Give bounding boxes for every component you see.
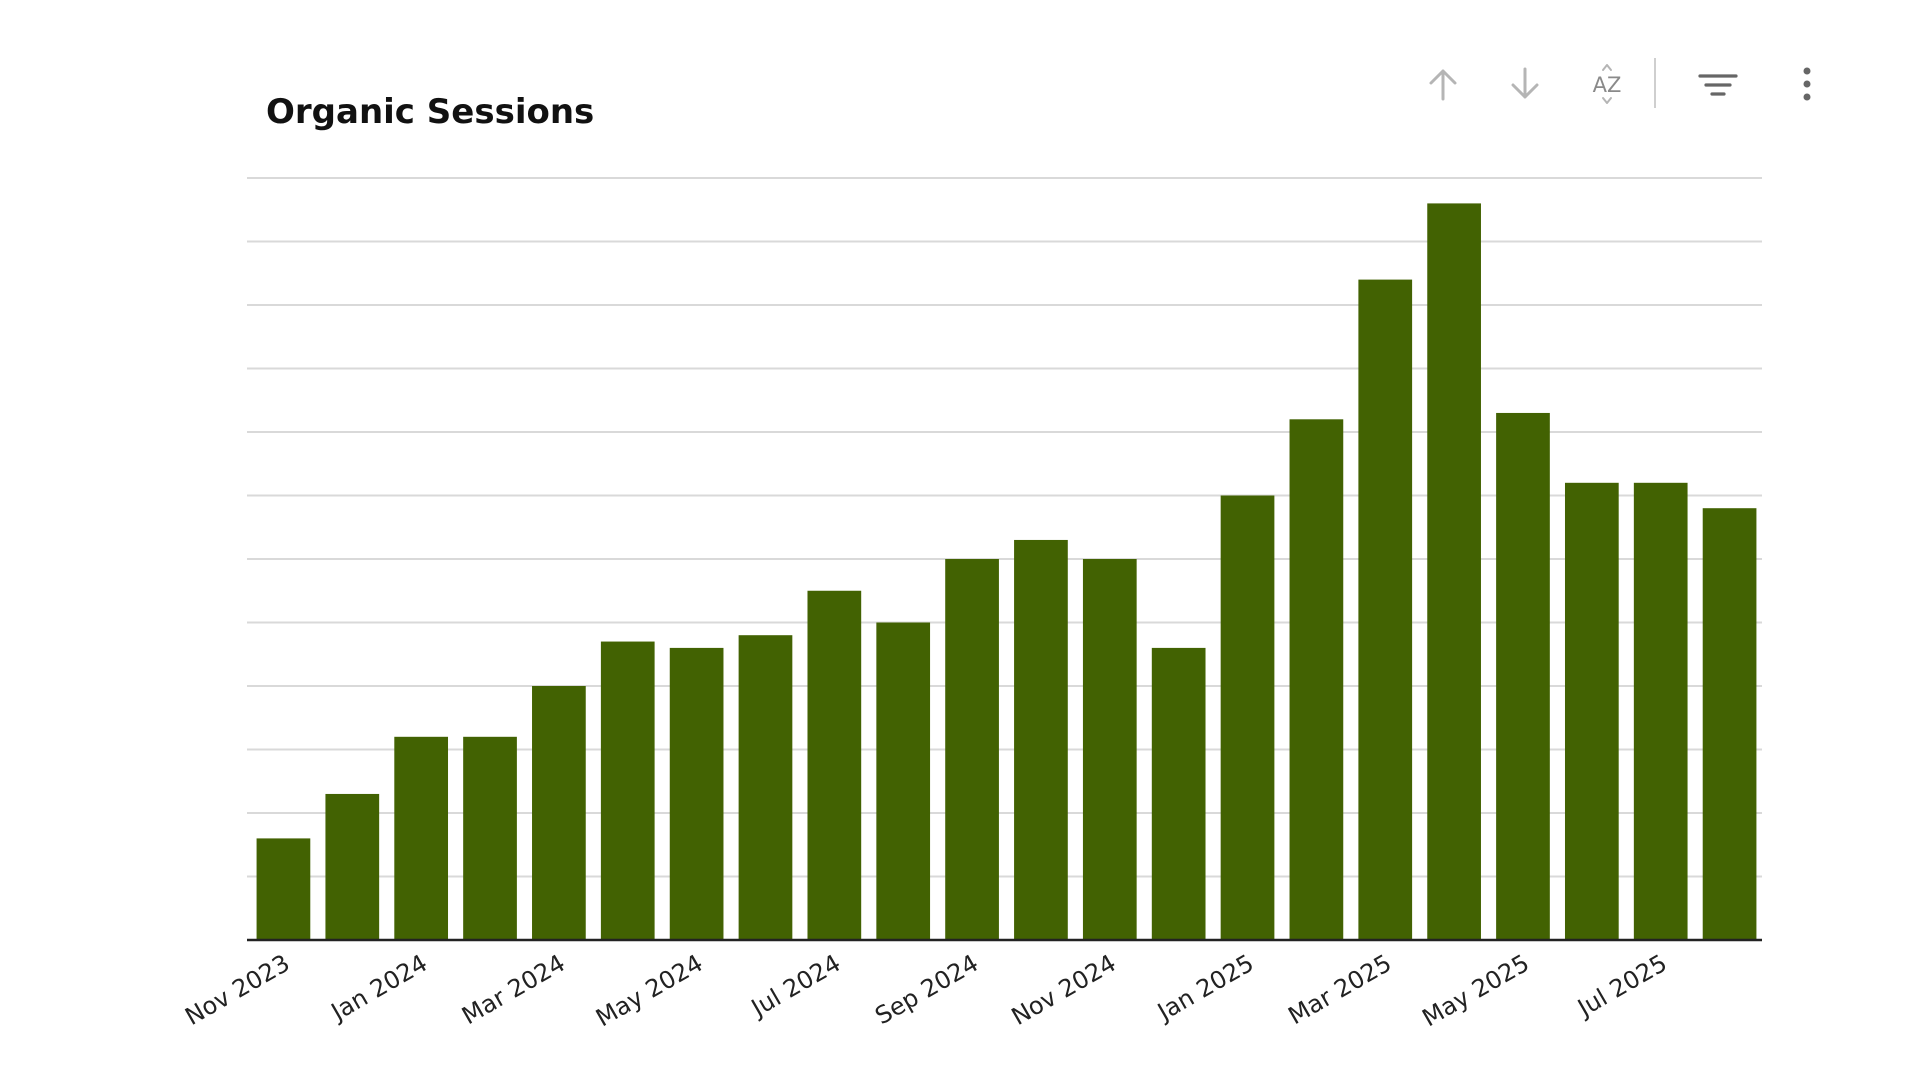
more-options-button[interactable]	[1779, 52, 1835, 116]
chart-title: Organic Sessions	[266, 92, 595, 132]
x-tick-label: Sep 2024	[870, 949, 983, 1030]
bar-dec-2024[interactable]	[1151, 647, 1206, 940]
bar-apr-2025[interactable]	[1427, 203, 1481, 940]
bar-aug-2024[interactable]	[876, 622, 931, 941]
x-tick-label: Jul 2024	[745, 949, 845, 1023]
bar-sep-2024[interactable]	[945, 559, 999, 940]
sort-a-z-icon: AZ	[1593, 64, 1622, 104]
x-tick-label: Nov 2023	[180, 949, 294, 1031]
sort-a-z-label: AZ	[1593, 73, 1622, 97]
bar-mar-2025[interactable]	[1358, 279, 1413, 941]
x-tick-label: Jan 2024	[325, 949, 432, 1027]
arrow-down-icon	[1511, 67, 1539, 99]
x-tick-label: Mar 2024	[457, 949, 570, 1030]
sort-ascending-button[interactable]	[1415, 52, 1471, 116]
arrow-up-icon	[1429, 69, 1457, 101]
toolbar-divider	[1654, 58, 1656, 108]
x-tick-label: May 2025	[1418, 949, 1534, 1032]
bar-nov-2024[interactable]	[1082, 559, 1137, 940]
bar-nov-2023[interactable]	[256, 838, 311, 940]
bar-apr-2024[interactable]	[600, 641, 655, 940]
x-axis: Nov 2023 Jan 2024 Mar 2024 May 2024 Jul 2024…	[180, 938, 1762, 1032]
more-vert-icon	[1803, 67, 1811, 101]
bar-feb-2025[interactable]	[1289, 419, 1344, 940]
bar-jan-2025[interactable]	[1220, 495, 1275, 941]
bar-jun-2024[interactable]	[738, 635, 793, 940]
bar-dec-2023[interactable]	[325, 793, 380, 940]
bar-jan-2024[interactable]	[394, 736, 449, 940]
bar-oct-2024[interactable]	[1014, 539, 1068, 940]
x-tick-label: Nov 2024	[1007, 949, 1121, 1031]
filter-icon	[1698, 74, 1738, 96]
x-tick-label: Jan 2025	[1151, 949, 1258, 1027]
filter-button[interactable]	[1690, 52, 1746, 116]
bar-mar-2024[interactable]	[532, 686, 586, 940]
chart-toolbar: AZ	[1395, 52, 1835, 116]
bar-may-2024[interactable]	[669, 647, 724, 940]
bar-feb-2024[interactable]	[463, 736, 517, 940]
sort-descending-button[interactable]	[1497, 52, 1553, 116]
bar-jul-2025[interactable]	[1633, 482, 1688, 940]
bar-jul-2024[interactable]	[807, 590, 862, 940]
bar-may-2025[interactable]	[1496, 412, 1550, 940]
x-tick-label: May 2024	[591, 949, 707, 1032]
bars	[256, 203, 1757, 941]
x-tick-label: Jul 2025	[1571, 949, 1671, 1023]
bar-jun-2025[interactable]	[1564, 482, 1619, 940]
sort-alphabetical-button[interactable]: AZ	[1579, 52, 1635, 116]
x-tick-label: Mar 2025	[1284, 949, 1397, 1030]
bar-aug-2025[interactable]	[1702, 508, 1757, 940]
